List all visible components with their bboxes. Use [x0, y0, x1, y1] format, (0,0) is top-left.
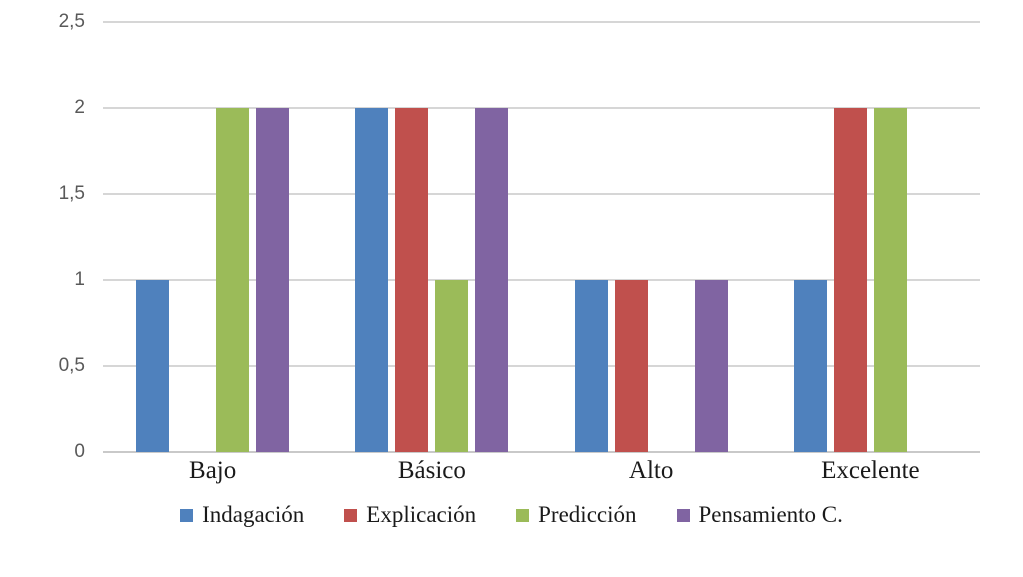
bar-group	[322, 22, 541, 452]
bar	[833, 108, 867, 452]
bar-groups	[103, 22, 980, 452]
legend-marker-icon	[516, 508, 530, 522]
legend-marker-icon	[344, 508, 358, 522]
y-tick-label: 2	[74, 97, 85, 118]
bar-group	[103, 22, 322, 452]
bar	[355, 108, 389, 452]
gridline	[103, 279, 980, 281]
category-label: Básico	[397, 457, 466, 484]
bar	[793, 280, 827, 452]
legend-item: Predicción	[516, 502, 637, 528]
category-label: Alto	[628, 457, 674, 484]
y-tick-label: 2,5	[58, 11, 85, 32]
bar	[475, 108, 509, 452]
gridline	[103, 21, 980, 23]
bar	[435, 280, 469, 452]
legend-marker-icon	[180, 508, 194, 522]
plot-area: 0 0,5 1 1,5 2 2,5 Bajo Básico Alto Excelente	[59, 11, 980, 484]
legend-marker-icon	[676, 508, 690, 522]
category-label: Excelente	[821, 457, 920, 484]
y-axis-tick-labels: 0 0,5 1 1,5 2 2,5	[59, 11, 980, 462]
y-tick-label: 1	[74, 269, 85, 290]
bar	[136, 280, 170, 452]
gridline	[103, 365, 980, 367]
gridlines	[103, 21, 980, 453]
bar	[216, 108, 250, 452]
bar	[395, 108, 429, 452]
y-tick-label: 0,5	[58, 355, 85, 376]
y-tick-label: 1,5	[58, 183, 85, 204]
x-axis-line	[103, 451, 980, 453]
chart-legend: Indagación Explicación Predicción Pensamien…	[0, 502, 1023, 528]
legend-label: Explicación	[366, 502, 477, 527]
bar	[574, 280, 608, 452]
legend-item: Explicación	[344, 502, 476, 528]
legend-label: Pensamiento C.	[698, 502, 843, 527]
bar	[873, 108, 907, 452]
bar	[256, 108, 290, 452]
category-label: Bajo	[189, 457, 237, 484]
bar	[694, 280, 728, 452]
bar-group	[542, 22, 761, 452]
gridline	[103, 193, 980, 195]
bar-group	[761, 22, 980, 452]
x-axis-category-labels: Bajo Básico Alto Excelente	[103, 457, 980, 485]
legend-label: Predicción	[538, 502, 637, 527]
bar	[614, 280, 648, 452]
legend-label: Indagación	[202, 502, 305, 527]
legend-item: Indagación	[180, 502, 304, 528]
legend-item: Pensamiento C.	[676, 502, 843, 528]
gridline	[103, 107, 980, 109]
y-tick-label: 0	[74, 441, 85, 462]
